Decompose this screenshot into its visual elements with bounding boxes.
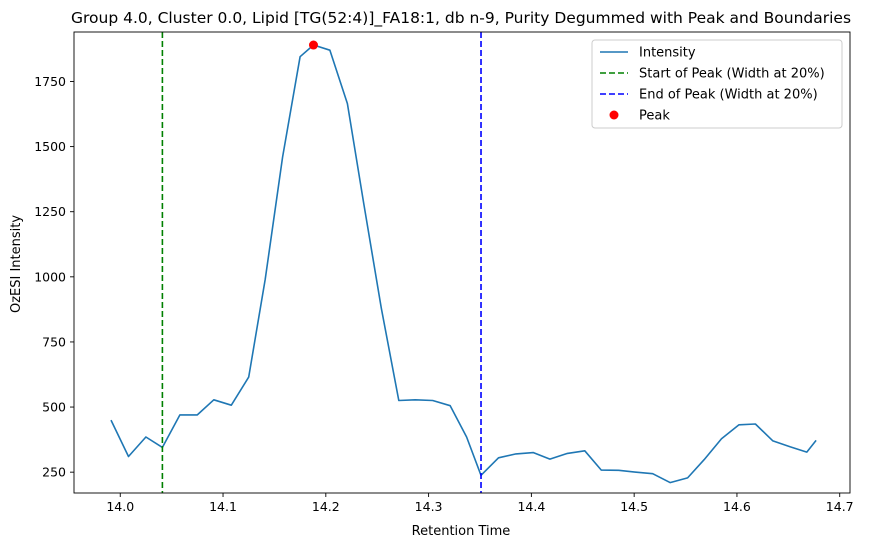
x-tick-label: 14.7 (826, 499, 854, 514)
y-tick-label: 1750 (34, 74, 66, 89)
y-tick-label: 500 (42, 400, 66, 415)
peak-point (308, 40, 318, 50)
legend-label: Intensity (639, 46, 696, 61)
legend-entry-end-of-peak: End of Peak (Width at 20%) (600, 88, 818, 103)
legend: Intensity Start of Peak (Width at 20%) End… (591, 39, 843, 129)
legend-box (591, 39, 843, 129)
legend-entry-peak: Peak (609, 109, 670, 124)
plot-area (110, 32, 817, 493)
legend-label: Peak (639, 109, 670, 124)
y-tick-label: 1250 (34, 204, 66, 219)
series-line-0 (110, 44, 817, 484)
y-tick-label: 250 (42, 465, 66, 480)
x-tick-label: 14.4 (517, 499, 545, 514)
x-tick-label: 14.3 (415, 499, 443, 514)
legend-label: End of Peak (Width at 20%) (639, 88, 818, 103)
legend-entry-start-of-peak: Start of Peak (Width at 20%) (600, 67, 825, 82)
x-tick-label: 14.0 (106, 499, 134, 514)
legend-label: Start of Peak (Width at 20%) (639, 67, 825, 82)
x-tick-label: 14.6 (723, 499, 751, 514)
x-axis-label: Retention Time (412, 524, 511, 539)
y-tick-label: 1000 (34, 269, 66, 284)
y-tick-label: 750 (42, 334, 66, 349)
y-axis-label: OzESI Intensity (9, 215, 24, 313)
legend-swatch (609, 110, 619, 120)
x-tick-label: 14.5 (620, 499, 648, 514)
axes-frame (73, 31, 851, 494)
x-tick-label: 14.2 (312, 499, 340, 514)
axes: 14.0 14.1 14.2 14.3 14.4 14.5 14.6 14.7 250 500 75… (34, 31, 854, 514)
legend-entry-intensity: Intensity (600, 46, 696, 61)
x-tick-label: 14.1 (209, 499, 237, 514)
y-tick-label: 1500 (34, 139, 66, 154)
chart-title: Group 4.0, Cluster 0.0, Lipid [TG(52:4)]… (71, 9, 851, 28)
